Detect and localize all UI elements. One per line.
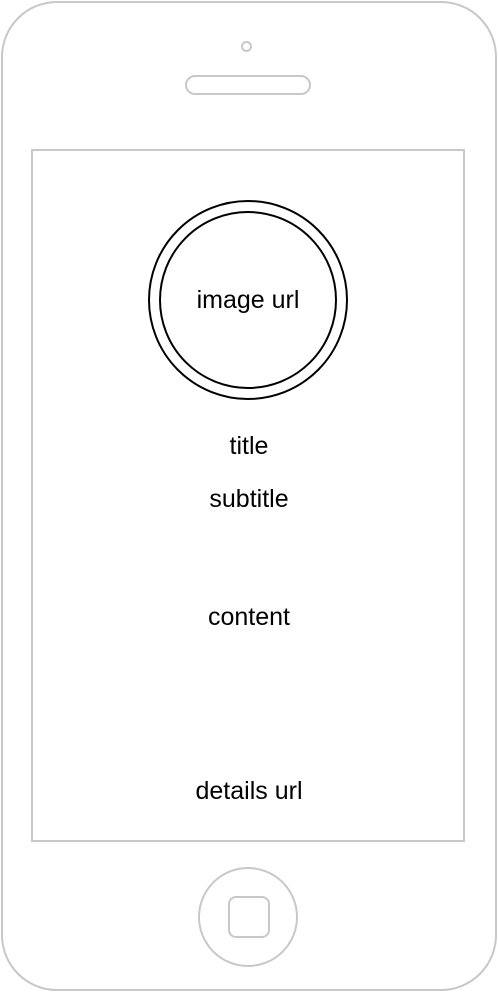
image-url-label: image url (196, 285, 300, 314)
home-button[interactable] (198, 867, 298, 967)
card-subtitle: subtitle (209, 485, 289, 513)
details-url-link[interactable]: details url (195, 777, 303, 805)
phone-screen (31, 149, 465, 842)
card-title: title (229, 432, 269, 460)
card-content: content (207, 603, 290, 631)
front-camera-icon (241, 41, 252, 52)
earpiece-speaker (185, 75, 311, 95)
image-placeholder-inner-ring: image url (159, 211, 337, 389)
image-placeholder[interactable]: image url (148, 200, 348, 400)
home-square-icon (228, 896, 270, 938)
